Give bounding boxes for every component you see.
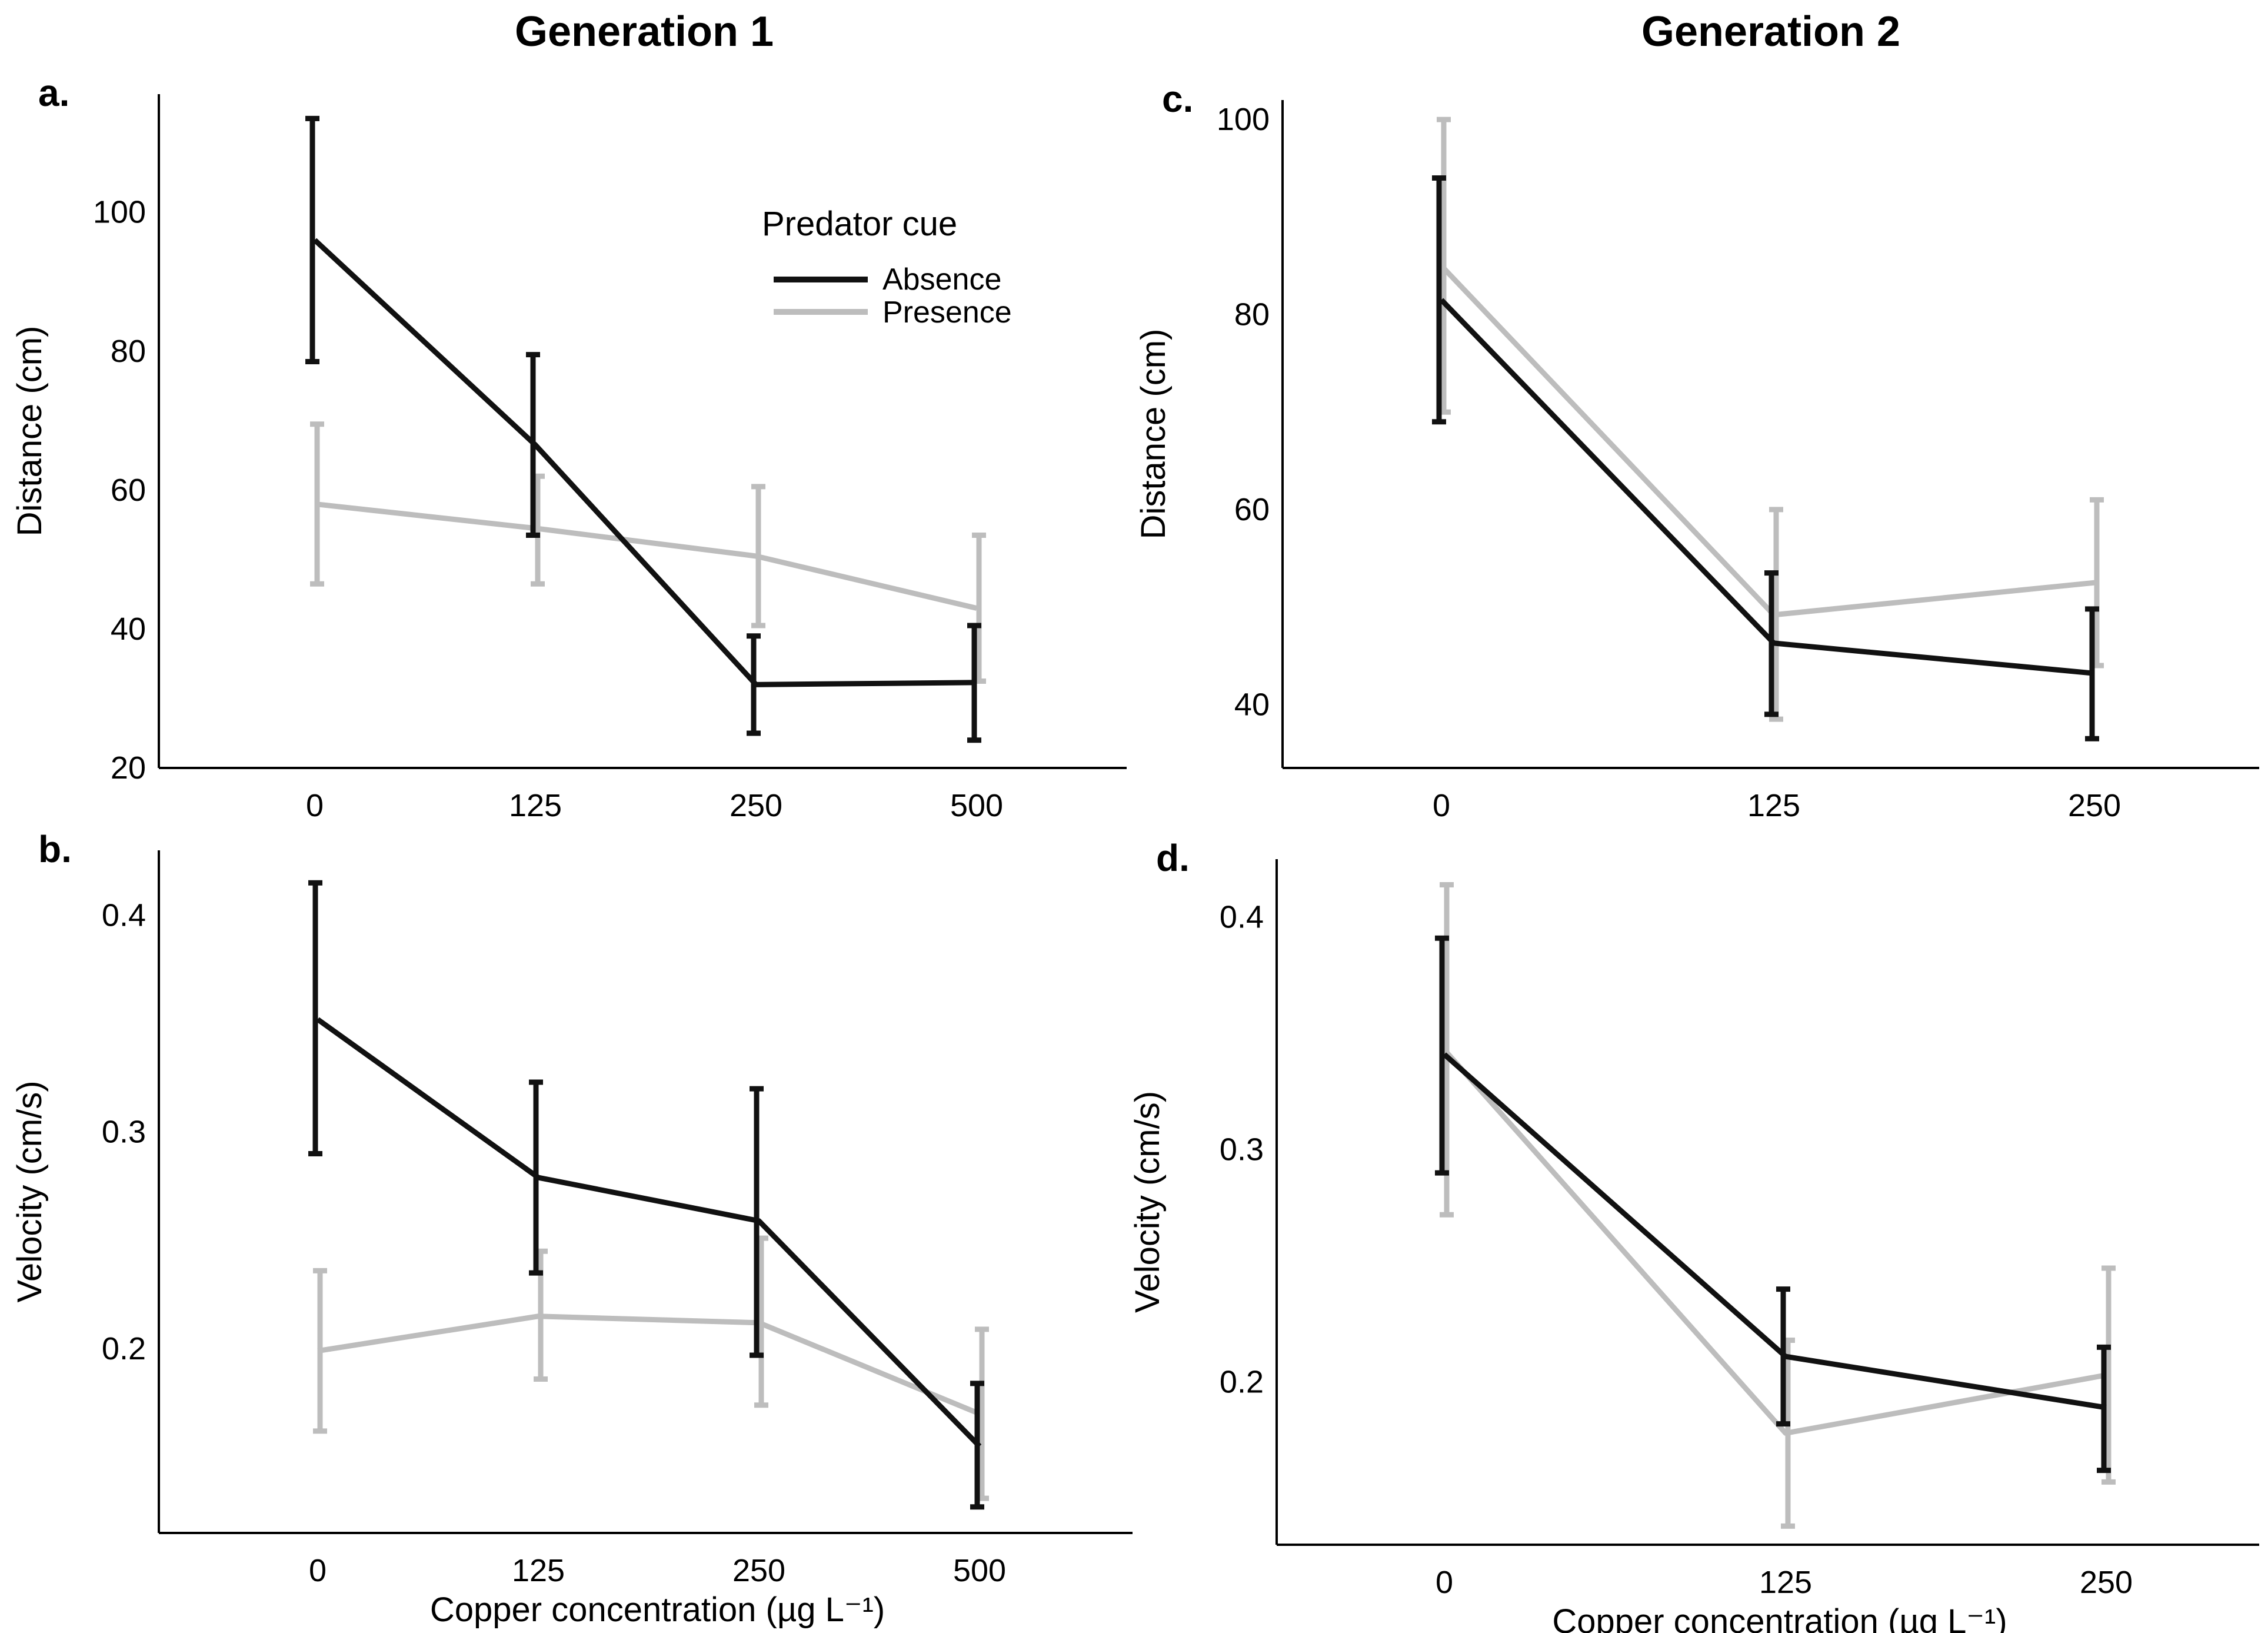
series-absence	[305, 115, 981, 743]
panel-a: a. 20 40 60 80 100 0 125 250 500 Distance (cm)	[11, 72, 1127, 823]
panel-label: a.	[38, 72, 69, 114]
y-tick-label: 0.2	[1220, 1365, 1264, 1400]
column-title-generation-2: Generation 2	[1641, 8, 1900, 55]
x-tick-label: 500	[953, 1553, 1006, 1588]
x-tick-label: 0	[1433, 788, 1450, 823]
y-tick-label: 40	[111, 611, 146, 647]
x-axis-title: Copper concentration (µg L⁻¹)	[430, 1591, 885, 1629]
series-presence	[1440, 882, 2116, 1529]
y-tick-label: 0.4	[1220, 900, 1264, 935]
x-tick-label: 125	[1747, 788, 1800, 823]
legend-label-presence: Presence	[882, 295, 1012, 330]
series-absence	[1432, 175, 2099, 741]
x-tick-label: 0	[1436, 1565, 1453, 1600]
legend-label-absence: Absence	[882, 262, 1001, 297]
y-tick-label: 0.4	[102, 897, 146, 933]
x-tick-label: 125	[509, 788, 562, 823]
panel-label: b.	[38, 828, 72, 870]
series-line	[1442, 1047, 2107, 1436]
panel-d: d. 0.2 0.3 0.4 0 125 250 Velocity (cm/s) Copper …	[1128, 837, 2259, 1633]
series-absence	[1435, 935, 2111, 1474]
panel-label: c.	[1162, 78, 1193, 120]
series-line	[1439, 298, 2095, 676]
x-tick-label: 500	[950, 788, 1003, 823]
series-line	[316, 1017, 982, 1448]
y-axis-title: Velocity (cm/s)	[11, 1080, 49, 1302]
legend-title: Predator cue	[762, 205, 957, 243]
x-tick-label: 0	[306, 788, 324, 823]
y-tick-label: 60	[1234, 492, 1270, 527]
series-line	[1439, 264, 2095, 618]
y-axis-title: Distance (cm)	[11, 326, 49, 537]
x-tick-label: 0	[309, 1553, 327, 1588]
x-axis-title: Copper concentration (µg L⁻¹)	[1552, 1602, 2007, 1633]
x-tick-label: 250	[732, 1553, 785, 1588]
y-tick-label: 60	[111, 473, 146, 508]
x-tick-label: 250	[2080, 1565, 2133, 1600]
panels: a. 20 40 60 80 100 0 125 250 500 Distance (cm) b. 0.…	[11, 72, 2259, 1633]
x-tick-label: 250	[730, 788, 782, 823]
series-presence	[310, 421, 986, 684]
x-tick-label: 250	[2068, 788, 2121, 823]
panel-c: c. 40 60 80 100 0 125 250 Distance (cm)	[1134, 78, 2259, 823]
series-presence	[313, 1235, 989, 1501]
y-tick-label: 0.3	[1220, 1132, 1264, 1168]
x-tick-label: 125	[512, 1553, 565, 1588]
y-axis-title: Velocity (cm/s)	[1128, 1091, 1167, 1313]
y-tick-label: 80	[111, 334, 146, 369]
series-absence	[308, 880, 984, 1510]
y-tick-label: 100	[1217, 102, 1270, 137]
y-tick-label: 0.3	[102, 1115, 146, 1150]
y-tick-label: 100	[93, 195, 146, 230]
series-line	[1443, 1052, 2107, 1411]
y-tick-label: 80	[1234, 297, 1270, 332]
y-axis-title: Distance (cm)	[1134, 329, 1173, 540]
panel-label: d.	[1156, 837, 1190, 879]
series-line	[317, 1313, 981, 1416]
x-tick-label: 125	[1759, 1565, 1812, 1600]
series-line	[312, 238, 977, 687]
series-line	[314, 501, 978, 611]
y-tick-label: 40	[1234, 687, 1270, 722]
legend: Predator cue Absence Presence	[762, 205, 1012, 330]
y-tick-label: 20	[111, 750, 146, 786]
column-title-generation-1: Generation 1	[515, 8, 774, 55]
panel-b: b. 0.2 0.3 0.4 0 125 250 500 Velocity (cm/s) Copp…	[11, 828, 1133, 1629]
y-tick-label: 0.2	[102, 1331, 146, 1366]
